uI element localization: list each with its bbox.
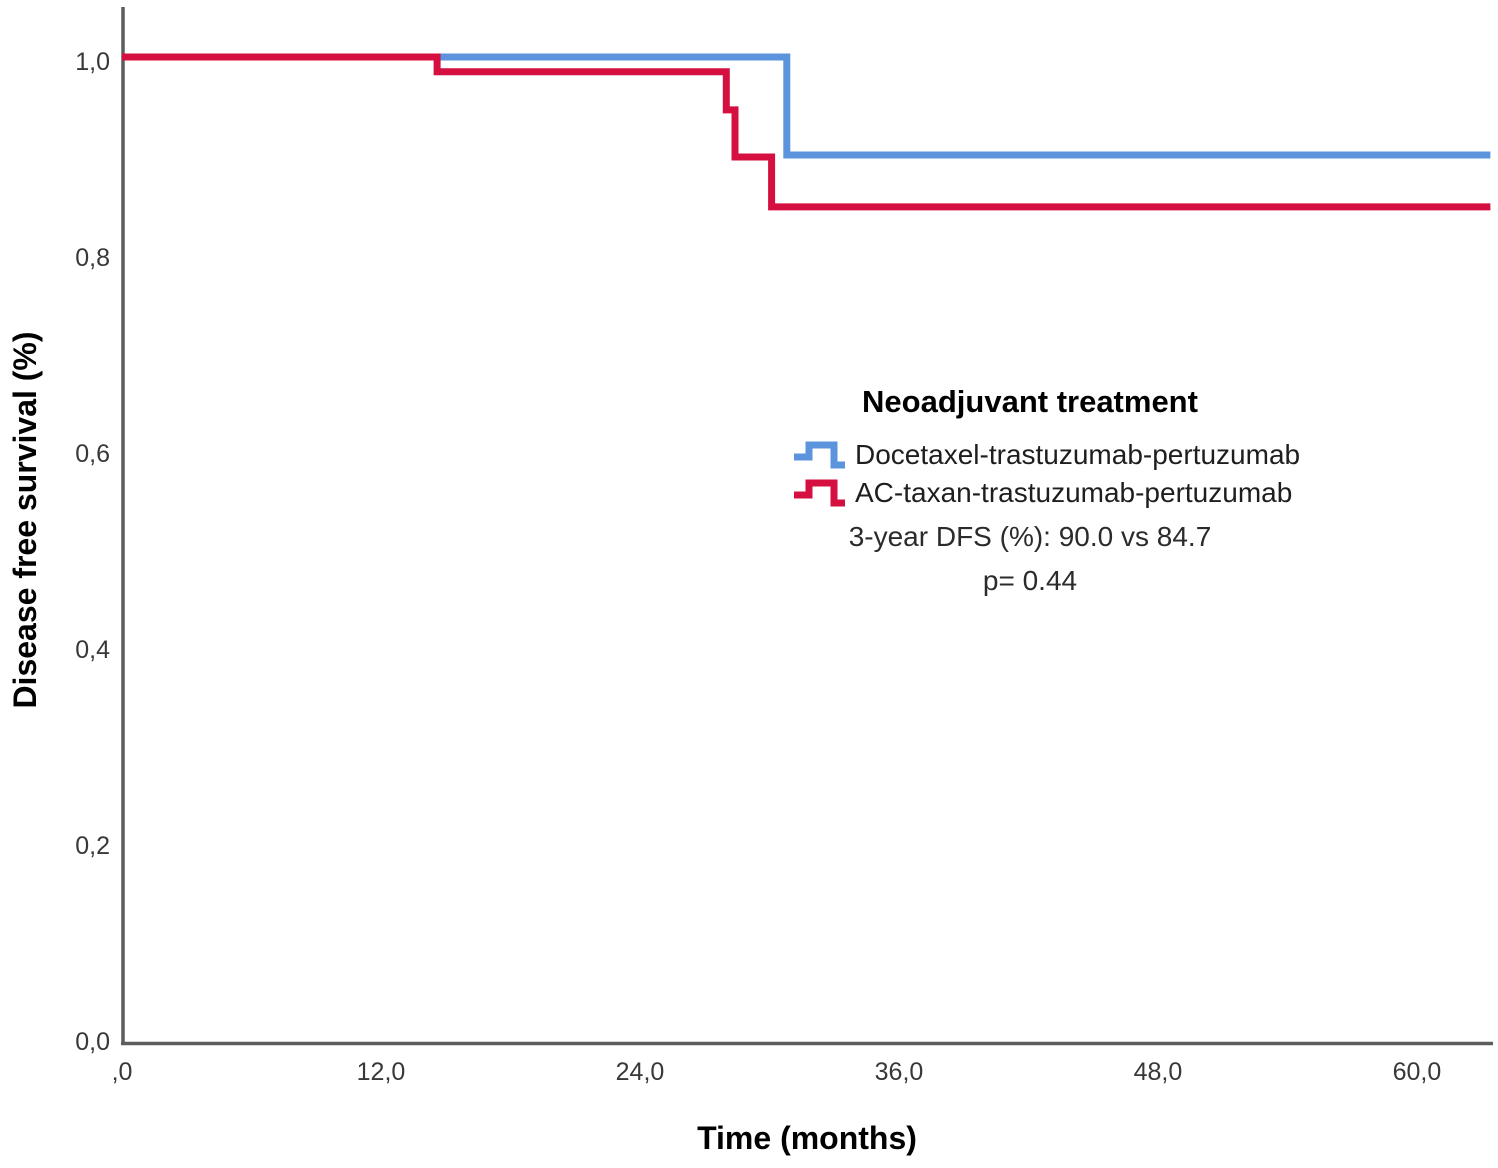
y-tick-label: 0,2 xyxy=(75,832,110,860)
y-tick-label: 0,0 xyxy=(75,1028,110,1056)
legend: Neoadjuvant treatment Docetaxel-trastuzu… xyxy=(730,384,1330,597)
y-tick-label: 0,4 xyxy=(75,636,110,664)
step-line-swatch-icon xyxy=(794,479,845,507)
p-value-annotation: p= 0.44 xyxy=(982,565,1078,596)
legend-title: Neoadjuvant treatment xyxy=(862,384,1198,419)
y-tick-label: 0,8 xyxy=(75,244,110,272)
legend-item-ac-taxan: AC-taxan-trastuzumab-pertuzumab xyxy=(789,474,1292,512)
legend-rows: Docetaxel-trastuzumab-pertuzumab AC-taxa… xyxy=(789,436,1300,512)
x-axis-title: Time (months) xyxy=(697,1120,917,1156)
survival-curve-ac-taxan xyxy=(122,53,1491,211)
legend-label: AC-taxan-trastuzumab-pertuzumab xyxy=(855,477,1293,508)
y-tick-label: 0,6 xyxy=(75,440,110,468)
legend-item-docetaxel: Docetaxel-trastuzumab-pertuzumab xyxy=(789,436,1300,474)
x-tick-label: 48,0 xyxy=(1133,1058,1183,1086)
y-tick-label: 1,0 xyxy=(75,48,110,76)
x-tick-label: 36,0 xyxy=(874,1058,924,1086)
x-tick-label: 24,0 xyxy=(615,1058,665,1086)
x-tick-label: 12,0 xyxy=(356,1058,406,1086)
survival-curves xyxy=(122,53,1491,211)
x-tick-label: ,0 xyxy=(111,1058,133,1086)
dfs-annotation: 3-year DFS (%): 90.0 vs 84.7 xyxy=(848,521,1212,552)
survival-curve-docetaxel xyxy=(122,53,1491,159)
legend-label: Docetaxel-trastuzumab-pertuzumab xyxy=(855,439,1301,470)
step-line-swatch-icon xyxy=(794,441,845,469)
x-tick-label: 60,0 xyxy=(1392,1058,1442,1086)
